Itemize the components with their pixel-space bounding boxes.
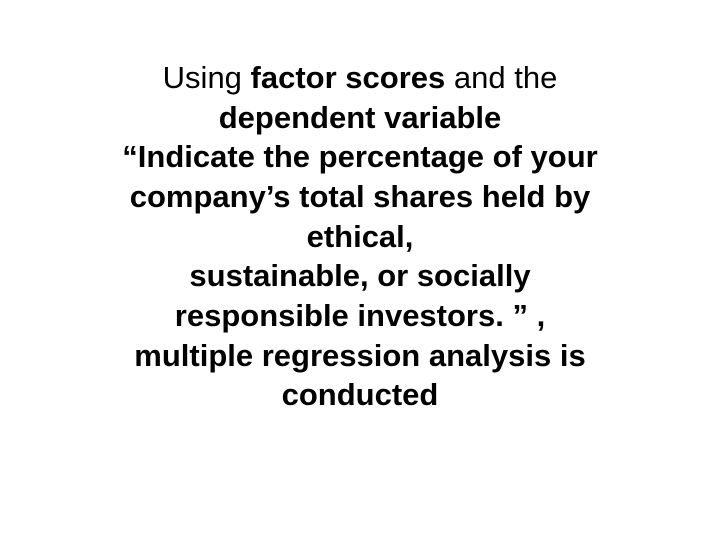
text-segment: and the — [445, 60, 557, 95]
text-line: dependent variable — [219, 100, 502, 135]
text-segment: Using — [163, 60, 251, 95]
text-line: “Indicate the percentage of your — [122, 139, 597, 174]
text-line: conducted — [282, 377, 439, 412]
text-line: multiple regression analysis is — [134, 338, 585, 373]
text-segment-bold: factor scores — [251, 60, 446, 95]
slide-text: Using factor scores and the dependent va… — [122, 58, 597, 415]
text-line: sustainable, or socially — [189, 258, 530, 293]
slide-container: Using factor scores and the dependent va… — [0, 0, 720, 540]
text-line: ethical, — [307, 219, 414, 254]
text-line: company’s total shares held by — [130, 179, 591, 214]
text-line: responsible investors. ” , — [175, 298, 545, 333]
